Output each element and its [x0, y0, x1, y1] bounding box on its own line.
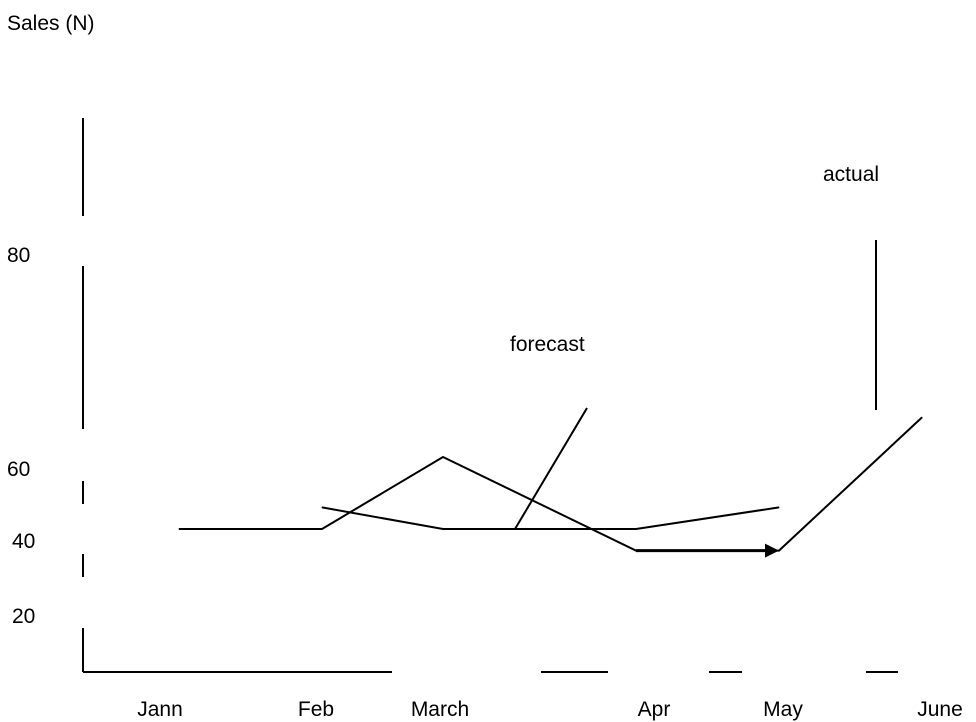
data-point-forecast: [321, 506, 323, 508]
series-lines: [178, 416, 923, 553]
y-tick-label: 60: [7, 458, 30, 481]
x-tick-labels: Jann Feb March Apr May June: [137, 698, 963, 721]
x-tick-label: Apr: [638, 698, 671, 721]
series-line-forecast: [321, 506, 780, 530]
data-point-forecast: [778, 506, 780, 508]
x-tick-label: June: [917, 698, 963, 721]
annotation-forecast: forecast: [510, 333, 585, 356]
y-tick-label: 80: [7, 244, 30, 267]
x-tick-label: Feb: [298, 698, 334, 721]
data-point-actual: [178, 528, 180, 530]
data-point-actual: [442, 456, 444, 458]
callout-line-forecast: [514, 407, 588, 530]
x-tick-label: Jann: [137, 698, 183, 721]
annotation-actual: actual: [823, 163, 879, 186]
data-point-forecast: [442, 528, 444, 530]
arrowhead: [765, 543, 779, 558]
y-tick-label: 20: [12, 605, 35, 628]
y-tick-labels: 80 60 40 20: [7, 244, 35, 628]
data-point-actual: [921, 416, 923, 418]
x-tick-label: May: [763, 698, 803, 721]
series-line-actual: [179, 416, 923, 552]
x-tick-label: March: [411, 698, 469, 721]
y-tick-label: 40: [12, 530, 35, 553]
y-axis-label: Sales (N): [7, 12, 95, 35]
data-point-forecast: [635, 528, 637, 530]
data-point-actual: [321, 528, 323, 530]
